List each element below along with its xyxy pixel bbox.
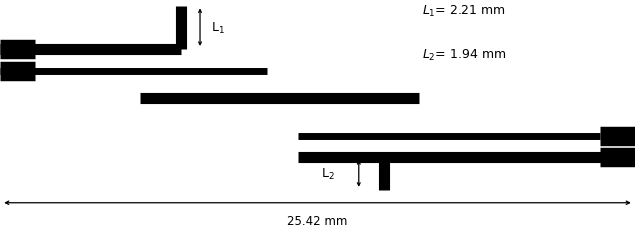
Text: $L_2$= 1.94 mm: $L_2$= 1.94 mm bbox=[422, 47, 507, 62]
Text: $L_1$= 2.21 mm: $L_1$= 2.21 mm bbox=[422, 4, 506, 19]
Text: 25.42 mm: 25.42 mm bbox=[287, 214, 348, 227]
Text: L$_2$: L$_2$ bbox=[321, 166, 335, 181]
Text: L$_1$: L$_1$ bbox=[211, 20, 225, 36]
